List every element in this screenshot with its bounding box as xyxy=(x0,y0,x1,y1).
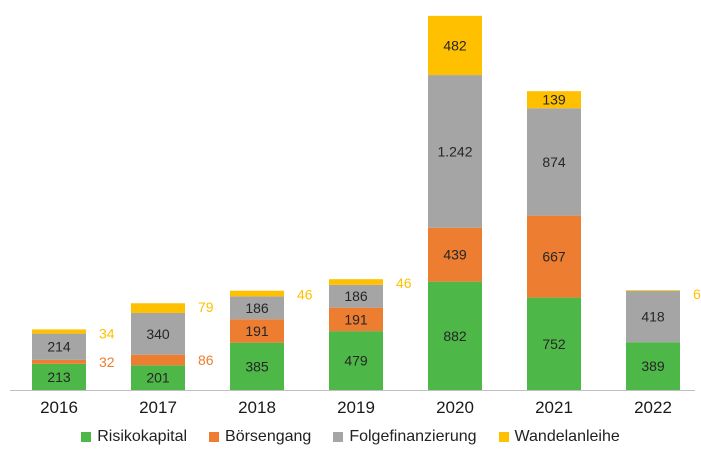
legend-label-wandelanleihe: Wandelanleihe xyxy=(514,428,620,445)
bar-folgefinanzierung-2021 xyxy=(527,108,581,216)
data-label-boersengang-2020: 439 xyxy=(443,247,467,263)
data-label-wandelanleihe-2022: 6 xyxy=(693,286,701,302)
legend-label-risikokapital: Risikokapital xyxy=(97,428,188,445)
bars-layer: 213 32 214 34 201 86 340 79 385 191 186 46 479 191 186… xyxy=(32,15,701,390)
bar-wandelanleihe-2018 xyxy=(230,290,284,297)
bar-folgefinanzierung-2018 xyxy=(230,296,284,320)
x-tick-2019: 2019 xyxy=(337,398,375,417)
legend-label-folgefinanzierung: Folgefinanzierung xyxy=(349,428,477,445)
legend-item-folgefinanzierung: Folgefinanzierung xyxy=(333,428,477,446)
legend-item-boersengang: Börsengang xyxy=(209,428,311,446)
data-label-wandelanleihe-2017: 79 xyxy=(198,299,214,315)
bar-wandelanleihe-2021 xyxy=(527,91,581,109)
data-label-wandelanleihe-2019: 46 xyxy=(396,275,412,291)
bar-risikokapital-2018 xyxy=(230,342,284,390)
data-label-folgefinanzierung-2020: 1.242 xyxy=(437,143,472,159)
bar-boersengang-2019 xyxy=(329,307,383,332)
bar-wandelanleihe-2016 xyxy=(32,329,86,334)
bar-folgefinanzierung-2020 xyxy=(428,75,482,228)
data-label-folgefinanzierung-2017: 340 xyxy=(146,326,170,342)
bar-boersengang-2021 xyxy=(527,215,581,298)
x-tick-2017: 2017 xyxy=(139,398,177,417)
data-label-folgefinanzierung-2021: 874 xyxy=(542,154,566,170)
bar-risikokapital-2019 xyxy=(329,331,383,390)
data-label-risikokapital-2018: 385 xyxy=(245,358,269,374)
data-label-folgefinanzierung-2019: 186 xyxy=(344,288,368,304)
bar-risikokapital-2020 xyxy=(428,281,482,390)
x-tick-2020: 2020 xyxy=(436,398,474,417)
bar-risikokapital-2016 xyxy=(32,363,86,390)
data-label-boersengang-2016: 32 xyxy=(99,354,115,370)
legend-swatch-boersengang xyxy=(209,432,220,442)
data-label-folgefinanzierung-2018: 186 xyxy=(245,300,269,316)
data-label-risikokapital-2022: 389 xyxy=(641,358,665,374)
data-label-boersengang-2019: 191 xyxy=(344,311,368,327)
x-tick-2016: 2016 xyxy=(40,398,78,417)
data-label-wandelanleihe-2020: 482 xyxy=(443,37,467,53)
data-label-risikokapital-2016: 213 xyxy=(47,369,71,385)
x-tick-2018: 2018 xyxy=(238,398,276,417)
data-label-folgefinanzierung-2022: 418 xyxy=(641,309,665,325)
data-label-boersengang-2021: 667 xyxy=(542,249,566,265)
bar-wandelanleihe-2017 xyxy=(131,303,185,313)
data-label-risikokapital-2021: 752 xyxy=(542,336,566,352)
bar-folgefinanzierung-2017 xyxy=(131,312,185,355)
legend-swatch-folgefinanzierung xyxy=(333,432,344,442)
legend: Risikokapital Börsengang Folgefinanzierung… xyxy=(0,428,701,446)
bar-risikokapital-2022 xyxy=(626,342,680,390)
x-tick-2022: 2022 xyxy=(634,398,672,417)
bar-boersengang-2018 xyxy=(230,319,284,343)
bar-wandelanleihe-2022 xyxy=(626,290,680,291)
legend-item-wandelanleihe: Wandelanleihe xyxy=(498,428,620,446)
data-label-folgefinanzierung-2016: 214 xyxy=(47,339,71,355)
legend-swatch-wandelanleihe xyxy=(498,432,509,442)
bar-folgefinanzierung-2022 xyxy=(626,290,680,343)
bar-folgefinanzierung-2016 xyxy=(32,333,86,360)
legend-label-boersengang: Börsengang xyxy=(225,428,312,445)
legend-swatch-risikokapital xyxy=(81,432,92,442)
x-tick-2021: 2021 xyxy=(535,398,573,417)
data-label-wandelanleihe-2021: 139 xyxy=(542,92,566,108)
data-label-wandelanleihe-2016: 34 xyxy=(99,325,115,341)
data-label-boersengang-2018: 191 xyxy=(245,323,269,339)
x-tick-labels: 2016 2017 2018 2019 2020 2021 2022 xyxy=(40,398,672,417)
bar-boersengang-2017 xyxy=(131,354,185,366)
data-label-risikokapital-2020: 882 xyxy=(443,328,467,344)
bar-wandelanleihe-2020 xyxy=(428,15,482,76)
bar-boersengang-2020 xyxy=(428,227,482,282)
legend-item-risikokapital: Risikokapital xyxy=(81,428,187,446)
bar-risikokapital-2017 xyxy=(131,365,185,390)
data-label-risikokapital-2019: 479 xyxy=(344,353,368,369)
bar-folgefinanzierung-2019 xyxy=(329,284,383,308)
bar-risikokapital-2021 xyxy=(527,297,581,390)
data-label-boersengang-2017: 86 xyxy=(198,352,214,368)
data-label-wandelanleihe-2018: 46 xyxy=(297,287,313,303)
bar-wandelanleihe-2019 xyxy=(329,279,383,285)
bar-boersengang-2016 xyxy=(32,359,86,364)
data-label-risikokapital-2017: 201 xyxy=(146,370,170,386)
